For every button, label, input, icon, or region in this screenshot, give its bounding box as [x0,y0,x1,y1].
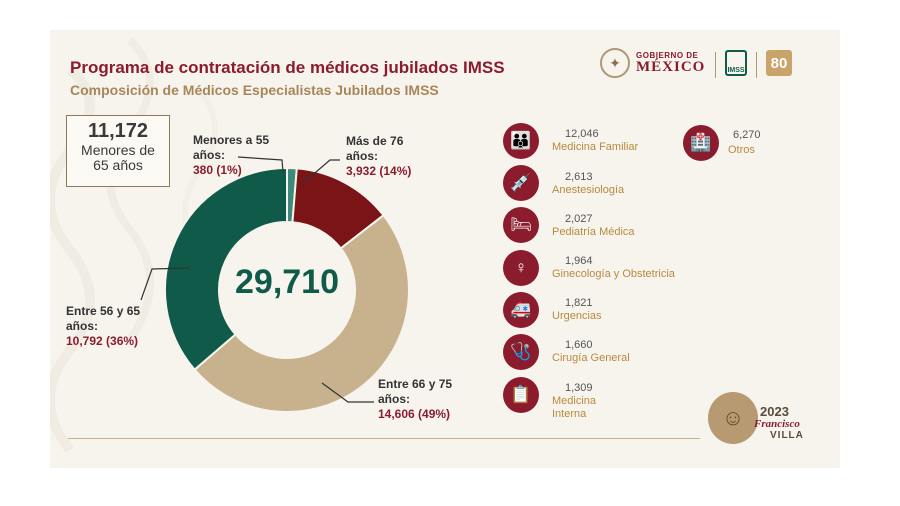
gobierno-mexico-logo: ✦ GOBIERNO DE MÉXICO [600,48,705,78]
slice-value-text: 14,606 (49%) [378,407,451,421]
specialty-name: Medicina Familiar [552,141,639,153]
specialty-name: Ginecología y Obstetricia [552,268,675,280]
emergency-bed-icon: 🚑 [503,292,539,328]
slice-label-66-75: Entre 66 y 75 años: 14,606 (49%) [378,377,468,422]
imss-logo: IMSS [725,50,747,76]
slice-label-56-65: Entre 56 y 65 años: 10,792 (36%) [66,304,170,349]
page-subtitle: Composición de Médicos Especialistas Jub… [70,82,439,98]
slice-label-text: Entre 56 y 65 años: [66,304,141,333]
specialty-value: 2,027 [565,213,593,225]
slice-value-text: 10,792 (36%) [66,334,139,348]
eagle-seal-icon: ✦ [600,48,630,78]
logo-divider [715,52,716,78]
specialty-name: Anestesiología [552,184,625,196]
specialty-value: 1,821 [565,297,593,309]
badge-year: 2023 [760,404,789,419]
specialty-name: Cirugía General [552,352,630,364]
specialty-value: 6,270 [733,129,761,141]
leader-line-66-75 [321,382,374,403]
crib-icon: 🛏 [503,207,539,243]
slice-label-text: Entre 66 y 75 años: [378,377,453,406]
badge-surname: VILLA [770,430,804,441]
imss-80-logo: 80 [766,50,792,76]
summary-label: Menores de 65 años [81,142,155,174]
francisco-villa-portrait-icon: ☺ [708,392,758,444]
slice-label-menores-55: Menores a 55 años: 380 (1%) [193,133,283,178]
specialty-value: 1,660 [565,339,593,351]
logo-divider [756,52,757,78]
footer-divider [68,438,700,439]
slice-label-mas-76: Más de 76 años: 3,932 (14%) [346,134,426,179]
clipboard-icon: 📋 [503,377,539,413]
stethoscope-icon: 🩺 [503,334,539,370]
gob-logo-bottom: MÉXICO [636,58,706,75]
specialty-name: Urgencias [552,310,602,322]
hospital-icon: 🏥 [683,125,719,161]
family-doctor-icon: 👪 [503,123,539,159]
specialty-name: Pediatría Médica [552,226,635,238]
donut-slice-entre-56-y-65-a-os [164,166,288,372]
leader-line-mas76 [301,159,340,185]
specialty-value: 12,046 [565,128,599,140]
specialty-name: Medicina Interna [552,395,597,421]
uterus-icon: ♀ [503,250,539,286]
slice-label-text: Más de 76 años: [346,134,404,163]
gob-logo-top: GOBIERNO DE [636,50,699,60]
syringe-icon: 💉 [503,165,539,201]
specialty-value: 1,309 [565,382,593,394]
specialty-value: 1,964 [565,255,593,267]
summary-value: 11,172 [87,120,149,142]
specialty-value: 2,613 [565,171,593,183]
leader-line-56-65 [140,267,191,301]
summary-box: 11,172 Menores de 65 años [66,115,170,187]
specialty-name: Otros [728,144,755,156]
page-title: Programa de contratación de médicos jubi… [70,58,505,77]
badge-name: Francisco [754,418,800,430]
slice-value-text: 380 (1%) [193,163,242,177]
slice-value-text: 3,932 (14%) [346,164,412,178]
donut-center-total: 29,710 [235,263,339,301]
donut-slice-entre-66-y-75-a-os [193,213,410,413]
leader-line-menores [237,156,284,173]
slice-label-text: Menores a 55 años: [193,133,270,162]
